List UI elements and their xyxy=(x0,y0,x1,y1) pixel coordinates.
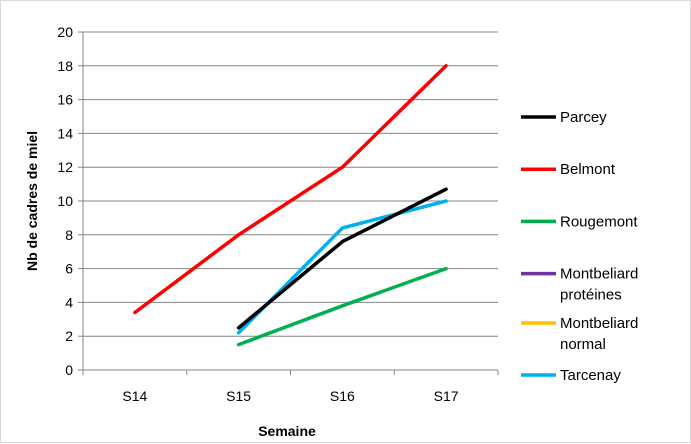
legend-item: Tarcenay xyxy=(521,367,621,384)
y-tick-label: 18 xyxy=(57,58,73,74)
legend-item: Belmont xyxy=(521,161,616,178)
x-tick-label: S14 xyxy=(122,388,147,404)
series-line-tarcenay xyxy=(236,199,448,335)
y-tick-label: 6 xyxy=(65,261,73,277)
series-line-parcey xyxy=(236,187,448,330)
x-tick-label: S16 xyxy=(330,388,355,404)
legend-label: Parcey xyxy=(560,109,607,126)
y-axis-title: Nb de cadres de miel xyxy=(24,131,40,271)
legend-item: Parcey xyxy=(521,109,607,126)
axes: 0 2 4 6 8 10 12 14 16 18 20 S14 S15 S16 S17 xyxy=(57,24,499,404)
series-lines xyxy=(133,64,448,347)
legend: Parcey Belmont Rougemont Montbeliard protéin… xyxy=(521,109,638,384)
legend-item: Montbeliard normal xyxy=(521,315,638,353)
y-tick-label: 0 xyxy=(65,362,73,378)
x-axis-title: Semaine xyxy=(258,423,316,439)
y-tick-label: 14 xyxy=(57,125,73,141)
legend-label: Tarcenay xyxy=(560,367,621,384)
legend-item: Rougemont xyxy=(521,213,638,230)
legend-label: Montbeliard protéines xyxy=(560,266,638,304)
legend-label: Montbeliard normal xyxy=(560,315,638,353)
y-tick-label: 2 xyxy=(65,328,73,344)
legend-item: Montbeliard protéines xyxy=(521,266,638,304)
series-line-rougemont xyxy=(236,266,448,347)
legend-label: Belmont xyxy=(560,161,616,178)
y-tick-label: 10 xyxy=(57,193,73,209)
x-tick-label: S15 xyxy=(226,388,251,404)
y-tick-label: 12 xyxy=(57,159,73,175)
y-tick-label: 20 xyxy=(57,24,73,40)
legend-label: Rougemont xyxy=(560,213,638,230)
x-tick-label: S17 xyxy=(434,388,459,404)
series-line-belmont xyxy=(133,64,448,315)
y-tick-label: 8 xyxy=(65,227,73,243)
y-tick-label: 4 xyxy=(65,294,73,310)
y-tick-label: 16 xyxy=(57,92,73,108)
